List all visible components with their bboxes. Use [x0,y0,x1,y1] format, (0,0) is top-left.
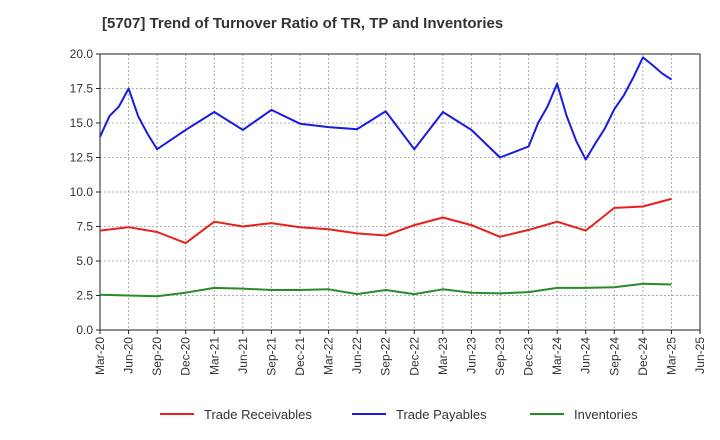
x-tick-label: Jun-21 [236,337,250,374]
x-tick-label: Jun-20 [122,337,136,374]
y-tick-label: 17.5 [70,82,94,96]
y-tick-label: 12.5 [70,151,94,165]
x-tick-label: Dec-23 [522,337,536,376]
y-tick-label: 10.0 [70,185,94,199]
x-tick-label: Mar-23 [436,337,450,375]
x-tick-label: Sep-24 [607,337,621,376]
x-tick-label: Mar-20 [93,337,107,375]
series-line-trade-payables [99,56,672,161]
y-tick-label: 2.5 [76,289,93,303]
x-tick-label: Jun-22 [350,337,364,374]
x-tick-label: Mar-25 [664,337,678,375]
series-line-inventories [99,282,672,298]
y-tick-label: 15.0 [70,116,94,130]
x-tick-label: Dec-22 [407,337,421,376]
x-tick-label: Sep-22 [379,337,393,376]
legend-label: Trade Receivables [204,407,312,422]
legend-label: Trade Payables [396,407,487,422]
x-tick-label: Mar-21 [207,337,221,375]
x-tick-label: Dec-24 [636,337,650,376]
y-tick-label: 7.5 [76,220,93,234]
x-tick-label: Sep-20 [150,337,164,376]
chart-title: [5707] Trend of Turnover Ratio of TR, TP… [102,15,504,32]
y-tick-label: 5.0 [76,254,93,268]
x-tick-label: Mar-22 [322,337,336,375]
x-tick-label: Sep-21 [264,337,278,376]
x-tick-label: Jun-25 [693,337,707,374]
x-axis: Mar-20 Jun-20 Sep-20 Dec-20 Mar-21 Jun-21 Sep-… [93,330,707,376]
x-tick-label: Sep-23 [493,337,507,376]
grid-lines [99,53,701,331]
y-axis: 0.0 2.5 5.0 7.5 10.0 12.5 15.0 17.5 20.0 [70,47,100,337]
legend-label: Inventories [574,407,638,422]
x-tick-label: Jun-23 [464,337,478,374]
legend: Trade Receivables Trade Payables Inventori… [160,407,638,422]
x-tick-label: Mar-24 [550,337,564,375]
series-lines [99,56,672,298]
y-tick-label: 20.0 [70,47,94,61]
x-tick-label: Dec-21 [293,337,307,376]
x-tick-label: Jun-24 [579,337,593,374]
x-tick-label: Dec-20 [179,337,193,376]
series-line-trade-receivables [99,197,672,245]
y-tick-label: 0.0 [76,323,93,337]
